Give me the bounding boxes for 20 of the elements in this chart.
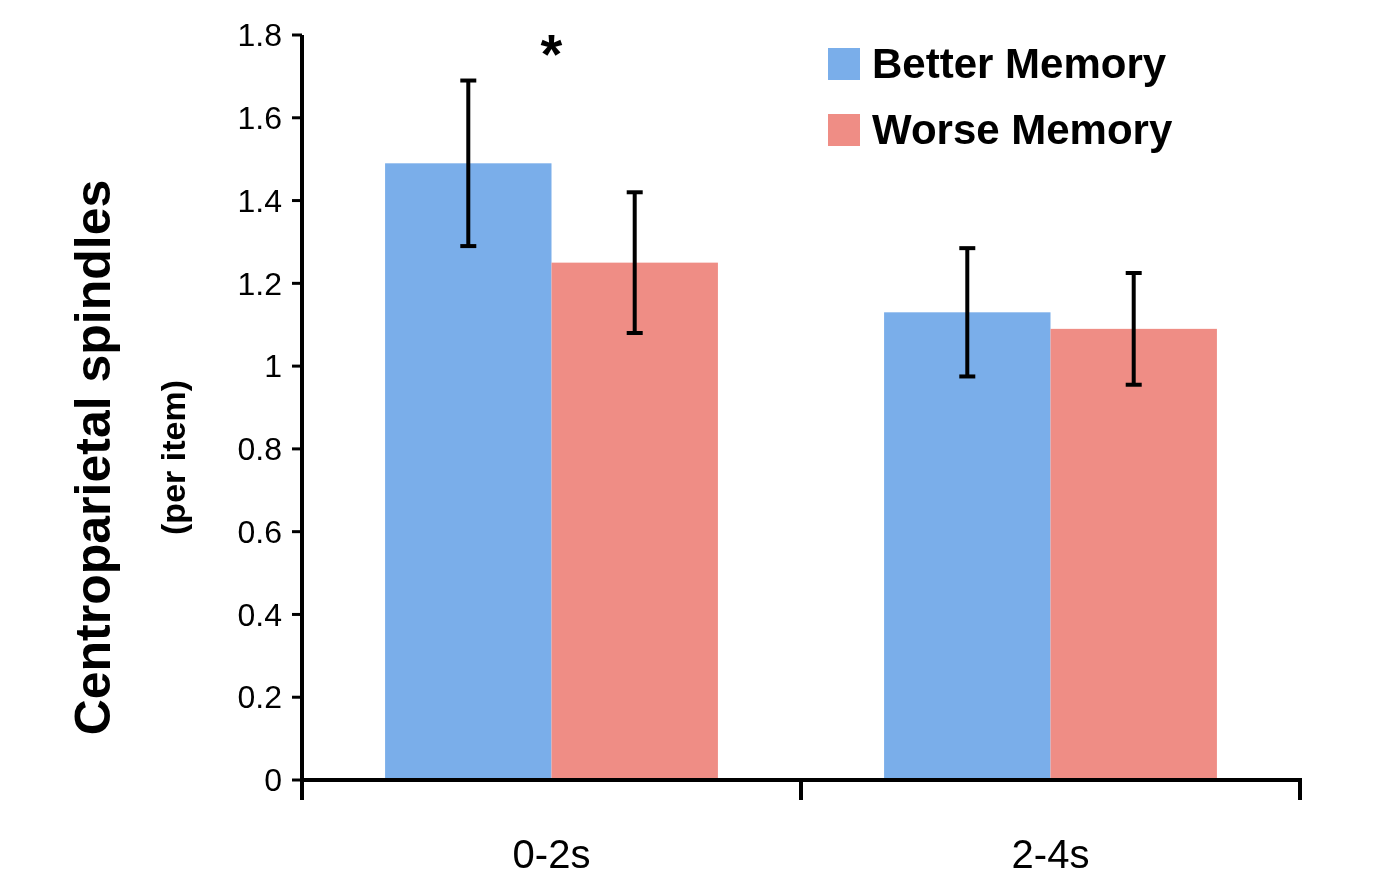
bar <box>385 163 552 780</box>
y-tick-label: 0.8 <box>237 431 282 468</box>
legend-label: Worse Memory <box>872 106 1173 153</box>
x-tick-label: 2-4s <box>1011 832 1090 872</box>
y-tick-label: 1.8 <box>237 17 282 54</box>
y-tick-label: 0.6 <box>237 513 282 550</box>
bar <box>551 262 718 780</box>
y-tick-label: 1 <box>264 348 282 385</box>
y-tick-label: 1.4 <box>237 182 282 219</box>
x-tick-label: 0-2s <box>512 832 591 872</box>
y-tick-label: 0.2 <box>237 679 282 716</box>
y-tick-label: 1.6 <box>237 99 282 136</box>
bar <box>1050 328 1217 780</box>
y-tick-label: 1.2 <box>237 265 282 302</box>
y-tick-label: 0.4 <box>237 596 282 633</box>
bar <box>884 312 1051 780</box>
y-axis-title: Centroparietal spindles (per item) <box>65 179 192 736</box>
y-tick-label: 0 <box>264 762 282 799</box>
legend-label: Better Memory <box>872 40 1167 87</box>
annotation: * <box>540 22 563 85</box>
